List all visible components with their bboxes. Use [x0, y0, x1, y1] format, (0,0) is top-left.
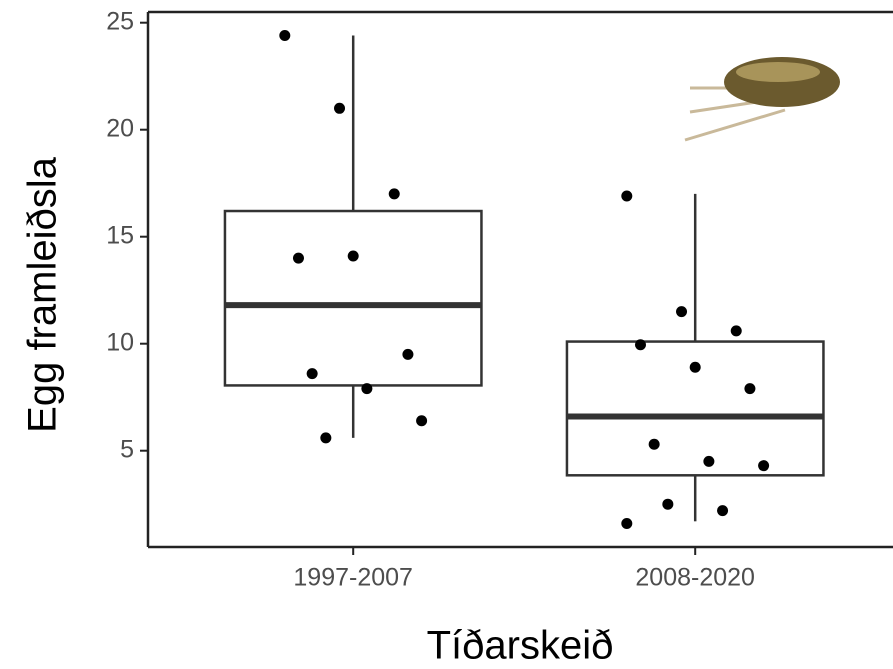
y-tick-label: 5 — [120, 435, 134, 463]
data-point — [703, 455, 715, 467]
data-point — [634, 339, 646, 351]
data-point — [292, 252, 304, 264]
data-point — [662, 498, 674, 510]
y-tick-label: 10 — [106, 328, 134, 356]
y-axis-title: Egg framleiðsla — [21, 156, 65, 432]
data-point — [717, 505, 729, 517]
data-point — [334, 102, 346, 114]
insect-icon — [684, 57, 840, 142]
data-point — [676, 306, 688, 318]
y-tick-label: 20 — [106, 114, 134, 142]
data-point — [758, 460, 770, 472]
data-point — [402, 348, 414, 360]
data-point — [388, 188, 400, 200]
x-axis-title: Tíðarskeið — [427, 624, 614, 668]
x-tick-label: 1997-2007 — [293, 564, 413, 592]
data-point — [416, 415, 428, 427]
data-point — [279, 30, 291, 42]
data-point — [648, 438, 660, 450]
data-point — [744, 383, 756, 395]
y-tick-label: 15 — [106, 221, 134, 249]
box — [565, 340, 825, 477]
data-point — [689, 361, 701, 373]
data-point — [320, 432, 332, 444]
data-point — [730, 325, 742, 337]
data-point — [361, 383, 373, 395]
box — [223, 209, 483, 387]
data-point — [347, 250, 359, 262]
y-tick-label: 25 — [106, 7, 134, 35]
x-tick-label: 2008-2020 — [635, 564, 755, 592]
data-point — [621, 190, 633, 202]
data-point — [621, 517, 633, 529]
data-point — [306, 368, 318, 380]
